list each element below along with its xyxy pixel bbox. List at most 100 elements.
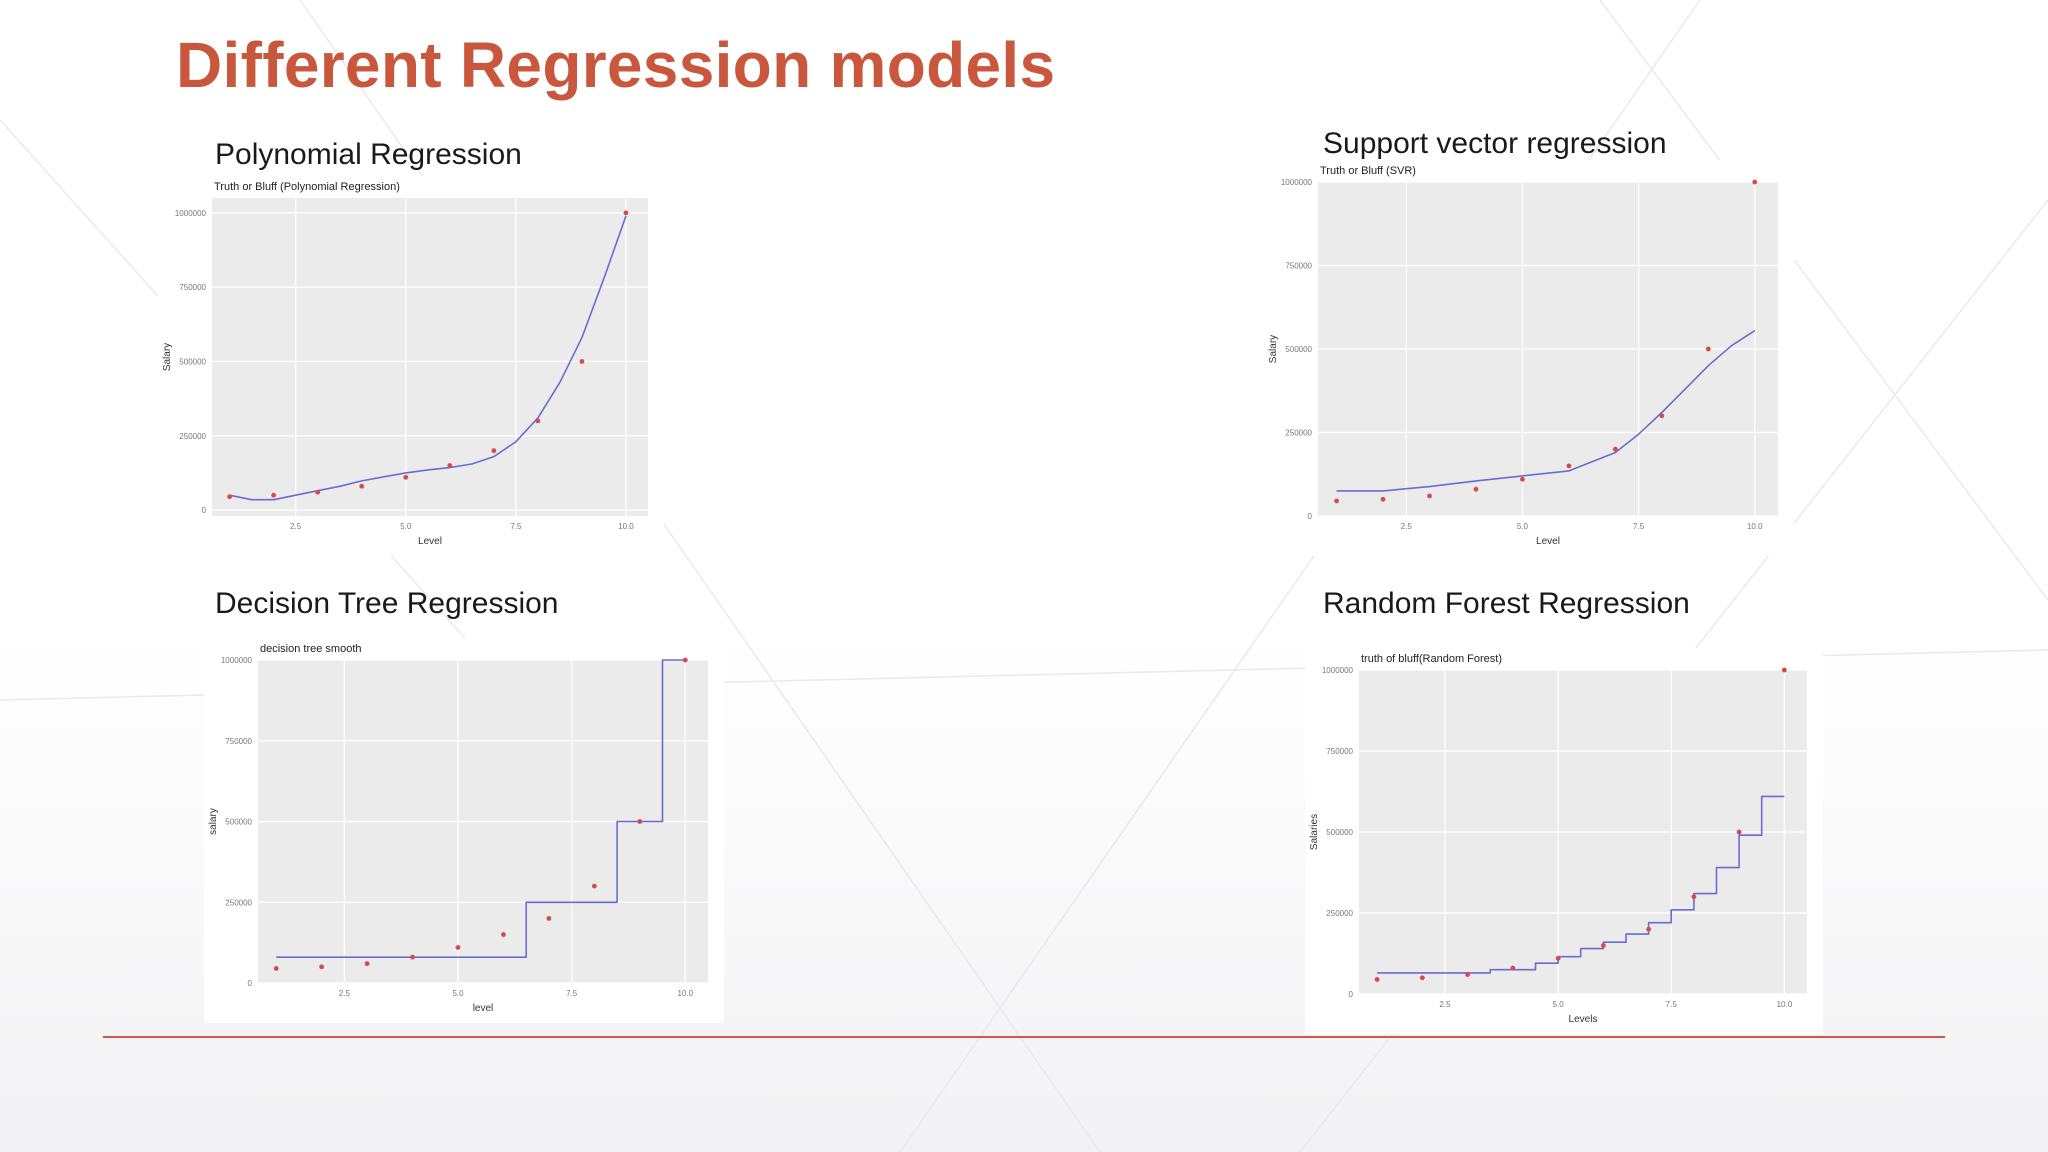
y-axis-label: Salaries <box>1309 814 1320 850</box>
y-axis-label: Salary <box>162 343 173 371</box>
y-tick-label: 250000 <box>179 432 206 441</box>
data-point <box>546 916 552 921</box>
section-title-svr: Support vector regression <box>1323 127 1667 160</box>
y-tick-label: 0 <box>1308 512 1313 521</box>
data-point <box>682 657 688 663</box>
y-tick-label: 750000 <box>1285 262 1312 271</box>
section-title-random-forest: Random Forest Regression <box>1323 587 1690 620</box>
data-point <box>1691 894 1697 900</box>
data-point <box>1374 977 1380 982</box>
data-point <box>637 819 643 824</box>
data-point <box>1781 667 1787 673</box>
x-tick-label: 7.5 <box>1633 522 1645 531</box>
x-tick-label: 10.0 <box>618 522 634 531</box>
x-tick-label: 5.0 <box>400 522 412 531</box>
data-point <box>1612 446 1618 452</box>
y-axis-label: salary <box>208 808 219 835</box>
y-tick-label: 500000 <box>1285 345 1312 354</box>
data-point <box>1520 476 1525 482</box>
data-point <box>273 966 279 971</box>
x-axis-label: level <box>473 1003 494 1014</box>
data-point <box>1600 943 1606 948</box>
data-point <box>1465 972 1471 977</box>
data-point <box>315 489 321 495</box>
regression-fit-line <box>276 659 686 958</box>
x-axis-label: Level <box>1536 536 1560 547</box>
polynomial-regression-chart: Truth or Bluff (Polynomial Regression) 2.… <box>158 176 664 556</box>
random-forest-chart: truth of bluff(Random Forest) 2.5 5.0 7.5 10… <box>1305 648 1823 1034</box>
x-tick-label: 7.5 <box>566 989 578 998</box>
y-tick-label: 1000000 <box>221 656 253 665</box>
x-tick-label: 7.5 <box>510 522 522 531</box>
data-point <box>1419 975 1425 981</box>
data-point <box>1473 486 1479 492</box>
data-point <box>623 210 629 216</box>
data-point <box>403 474 409 480</box>
data-point <box>1736 829 1742 835</box>
x-tick-label: 5.0 <box>452 989 464 998</box>
data-point <box>591 883 597 889</box>
x-tick-label: 10.0 <box>1747 522 1763 531</box>
x-tick-label: 10.0 <box>1777 1000 1793 1009</box>
x-tick-label: 5.0 <box>1553 1000 1565 1009</box>
footer-rule <box>103 1036 1945 1038</box>
y-tick-label: 250000 <box>225 898 252 907</box>
x-tick-label: 10.0 <box>677 989 693 998</box>
slide-title: Different Regression models <box>176 29 1056 101</box>
decision-tree-chart: decision tree smooth 2.5 5.0 7.5 10.0 0 250000… <box>204 638 724 1023</box>
x-tick-label: 2.5 <box>290 522 302 531</box>
data-point <box>535 418 541 424</box>
svr-chart: Truth or Bluff (SVR) 2.5 5.0 7.5 10.0 0 250000… <box>1264 160 1794 556</box>
y-tick-label: 0 <box>202 506 207 515</box>
chart-title: truth of bluff(Random Forest) <box>1361 653 1502 665</box>
x-tick-label: 7.5 <box>1666 1000 1678 1009</box>
regression-fit-line <box>1377 795 1785 974</box>
data-point <box>364 961 370 967</box>
data-point <box>1659 413 1665 419</box>
x-tick-label: 2.5 <box>1439 1000 1451 1009</box>
data-point <box>271 492 277 498</box>
y-tick-label: 1000000 <box>175 209 207 218</box>
data-point <box>1427 493 1432 499</box>
y-tick-label: 500000 <box>179 357 206 366</box>
x-axis-label: Level <box>418 536 442 547</box>
data-point <box>491 448 497 454</box>
data-point <box>359 483 365 489</box>
section-title-polynomial: Polynomial Regression <box>215 138 522 171</box>
x-tick-label: 2.5 <box>339 989 351 998</box>
plot-panel <box>212 198 648 516</box>
data-point <box>1510 965 1516 971</box>
x-tick-label: 5.0 <box>1517 522 1529 531</box>
data-point <box>1705 346 1711 352</box>
data-point <box>1555 955 1561 961</box>
y-tick-label: 250000 <box>1326 909 1353 918</box>
y-tick-label: 500000 <box>1326 828 1353 837</box>
y-tick-label: 500000 <box>225 818 252 827</box>
data-point <box>501 932 506 937</box>
section-title-decision-tree: Decision Tree Regression <box>215 587 559 620</box>
y-tick-label: 1000000 <box>1322 666 1354 675</box>
y-tick-label: 750000 <box>1326 747 1353 756</box>
chart-title: decision tree smooth <box>260 643 362 655</box>
x-tick-label: 2.5 <box>1401 522 1413 531</box>
data-point <box>579 359 585 364</box>
data-point <box>1380 496 1386 502</box>
data-point <box>447 463 453 468</box>
y-tick-label: 1000000 <box>1281 178 1313 187</box>
data-point <box>1334 498 1339 504</box>
y-tick-label: 0 <box>1349 990 1354 999</box>
data-point <box>410 954 415 960</box>
x-axis-label: Levels <box>1569 1014 1598 1025</box>
y-tick-label: 750000 <box>179 283 206 292</box>
regression-fit-line <box>1336 329 1756 492</box>
data-point <box>1566 463 1572 469</box>
regression-fit-line <box>229 215 627 501</box>
y-tick-label: 750000 <box>225 737 252 746</box>
chart-title: Truth or Bluff (SVR) <box>1320 165 1416 177</box>
data-point <box>227 494 233 500</box>
data-point <box>1752 179 1758 185</box>
y-axis-label: Salary <box>1268 335 1279 363</box>
data-point <box>1646 926 1652 932</box>
data-point <box>455 945 461 950</box>
y-tick-label: 250000 <box>1285 429 1312 438</box>
